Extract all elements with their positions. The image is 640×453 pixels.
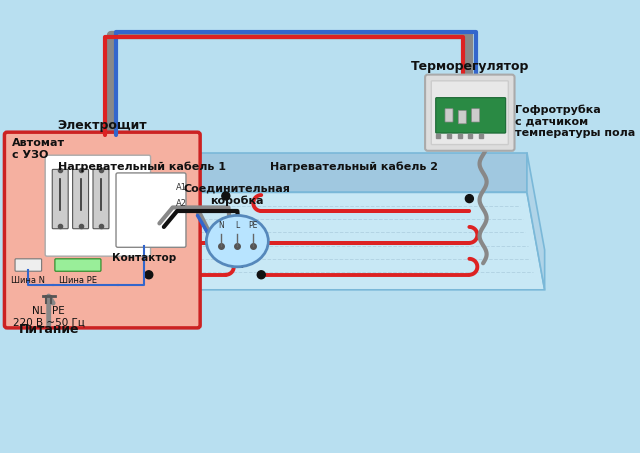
Text: NL  PE
220 В ~50 Гц: NL PE 220 В ~50 Гц — [13, 306, 84, 328]
FancyBboxPatch shape — [45, 155, 150, 256]
FancyBboxPatch shape — [472, 109, 479, 122]
Text: A1: A1 — [176, 183, 188, 193]
Text: Шина PE: Шина PE — [59, 275, 97, 284]
Circle shape — [145, 271, 153, 279]
Text: Соединительная
коробка: Соединительная коробка — [184, 183, 291, 206]
FancyBboxPatch shape — [458, 111, 467, 124]
Text: Нагревательный кабель 2: Нагревательный кабель 2 — [270, 161, 438, 172]
FancyBboxPatch shape — [15, 259, 42, 271]
Polygon shape — [527, 153, 545, 290]
Text: Шина N: Шина N — [12, 275, 45, 284]
Text: Электрощит: Электрощит — [58, 119, 147, 132]
FancyBboxPatch shape — [116, 173, 186, 247]
FancyBboxPatch shape — [55, 259, 101, 271]
Polygon shape — [9, 153, 527, 193]
Text: N: N — [218, 222, 224, 231]
Ellipse shape — [206, 216, 268, 267]
Text: A2: A2 — [176, 198, 188, 207]
FancyBboxPatch shape — [436, 98, 506, 133]
Text: Контактор: Контактор — [112, 253, 177, 263]
FancyBboxPatch shape — [72, 169, 88, 229]
Text: Нагревательный кабель 1: Нагревательный кабель 1 — [58, 161, 226, 172]
Circle shape — [257, 271, 265, 279]
FancyBboxPatch shape — [445, 109, 453, 122]
Circle shape — [222, 192, 230, 200]
FancyBboxPatch shape — [93, 169, 109, 229]
FancyBboxPatch shape — [4, 132, 200, 328]
Polygon shape — [9, 193, 545, 290]
Text: L: L — [236, 222, 239, 231]
Text: Гофротрубка
с датчиком
температуры пола: Гофротрубка с датчиком температуры пола — [515, 105, 635, 139]
Text: PE: PE — [248, 222, 258, 231]
Circle shape — [465, 195, 474, 202]
Text: Автомат
с УЗО: Автомат с УЗО — [12, 138, 65, 160]
FancyBboxPatch shape — [431, 81, 508, 145]
FancyBboxPatch shape — [52, 169, 68, 229]
Text: Питание: Питание — [19, 323, 79, 336]
FancyBboxPatch shape — [425, 75, 515, 151]
Text: Терморегулятор: Терморегулятор — [411, 60, 529, 73]
